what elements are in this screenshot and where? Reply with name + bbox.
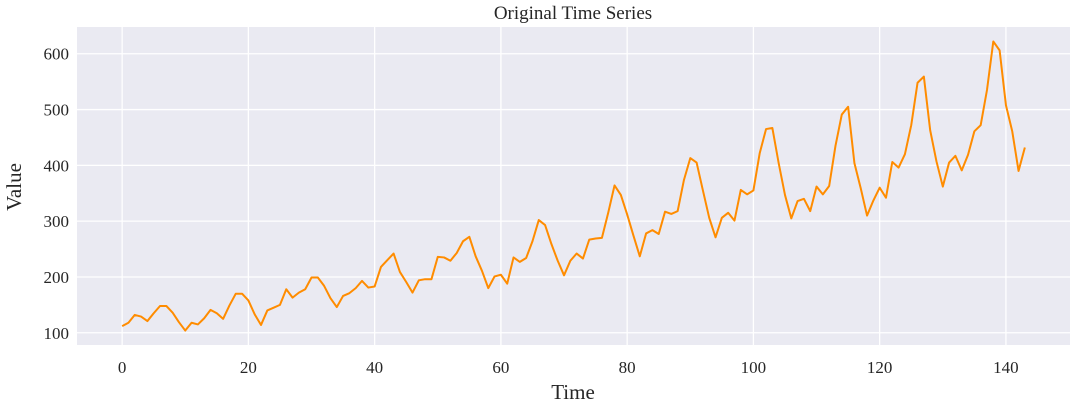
y-tick-label: 100: [44, 324, 70, 343]
series-line: [121, 40, 1026, 332]
y-tick-label: 500: [44, 101, 70, 120]
x-tick-label: 20: [240, 358, 257, 377]
x-tick-label: 140: [993, 358, 1019, 377]
y-tick-label: 300: [44, 212, 70, 231]
chart-title: Original Time Series: [494, 3, 652, 24]
x-tick-label: 0: [118, 358, 127, 377]
x-tick-labels: 0 20 40 60 80 100 120 140: [118, 358, 1019, 377]
x-tick-label: 60: [492, 358, 509, 377]
x-tick-label: 100: [741, 358, 767, 377]
y-axis-label: Value: [2, 163, 26, 211]
grid: [77, 27, 1070, 345]
y-tick-labels: 100 200 300 400 500 600: [44, 45, 70, 343]
y-tick-label: 200: [44, 268, 70, 287]
plot-area: [77, 27, 1070, 345]
x-axis-label: Time: [551, 380, 595, 404]
series-group: [121, 40, 1026, 332]
x-tick-label: 40: [366, 358, 383, 377]
x-tick-label: 120: [867, 358, 893, 377]
y-tick-label: 600: [44, 45, 70, 64]
y-tick-label: 400: [44, 156, 70, 175]
x-tick-label: 80: [619, 358, 636, 377]
